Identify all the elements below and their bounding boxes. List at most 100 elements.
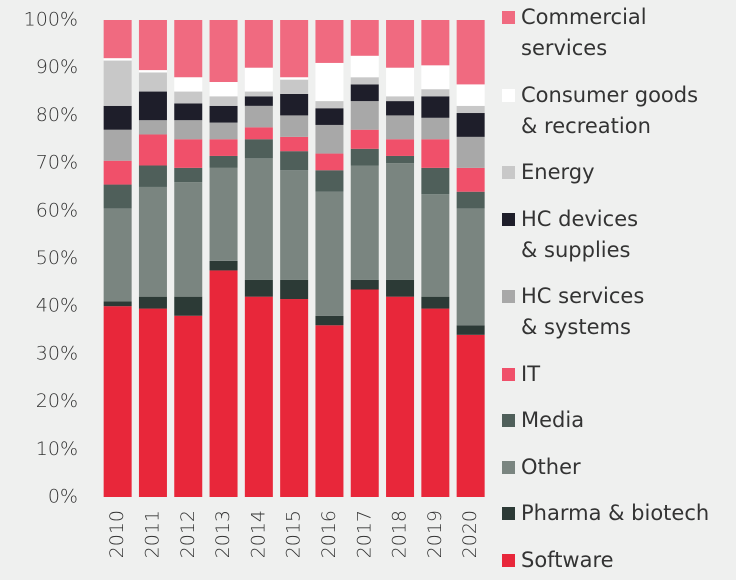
bar-segment [280, 93, 309, 116]
bar-segment [138, 186, 167, 297]
bar-segment [174, 182, 203, 297]
bar-segment [209, 96, 238, 106]
bar-segment [244, 127, 273, 140]
bar-segment [386, 67, 415, 97]
y-tick-label: 40% [36, 295, 78, 317]
bar-segment [103, 58, 132, 61]
bar-segment [315, 153, 344, 171]
legend-swatch [502, 212, 515, 226]
legend-swatch [502, 414, 515, 428]
bar-segment [315, 191, 344, 316]
x-tick-label: 2019 [424, 510, 446, 558]
bar-segment [280, 136, 309, 152]
bar-segment [209, 155, 238, 168]
legend-item: Pharma & biotech [502, 498, 734, 529]
x-tick-label: 2016 [318, 510, 340, 558]
bar-segment [244, 139, 273, 159]
bar-segment [421, 117, 450, 140]
bar-segment [209, 270, 238, 497]
bar-segment [315, 108, 344, 125]
bar-segment [244, 91, 273, 97]
bar-segment [456, 208, 485, 326]
bar-segment [421, 167, 450, 195]
x-tick-label: 2020 [459, 510, 481, 558]
legend-label: Media [521, 408, 585, 433]
bar-segment [456, 167, 485, 192]
y-tick-label: 10% [36, 438, 78, 460]
bar-segment [174, 103, 203, 121]
y-tick-label: 80% [36, 104, 78, 126]
bar-segment [244, 279, 273, 297]
bar-segment [209, 122, 238, 140]
bar-segment [103, 160, 132, 185]
legend-swatch [502, 166, 515, 180]
bar-segment [280, 151, 309, 171]
bar-segment [174, 315, 203, 497]
bar-segment [138, 72, 167, 92]
bar-segment [421, 20, 450, 66]
legend-label: Software [521, 547, 614, 572]
y-tick-label: 90% [36, 56, 78, 78]
bar-segment [138, 296, 167, 309]
bar-segment [386, 163, 415, 280]
bar-segment [174, 139, 203, 168]
bar-segment [138, 70, 167, 73]
bar-segment [103, 184, 132, 209]
y-tick-label: 60% [36, 199, 78, 221]
legend-item: IT [502, 359, 734, 390]
bar-segment [456, 105, 485, 114]
bar-segment [421, 139, 450, 168]
legend-swatch [502, 553, 515, 567]
bar-segment [280, 115, 309, 137]
y-tick-label: 70% [36, 152, 78, 174]
bar-segment [386, 101, 415, 116]
legend-item: HC services & systems [502, 281, 734, 343]
bar-segment [350, 129, 379, 149]
chart: 0% 10% 20% 30% 40% 50% 60% 70% 80% 90% 100% 2010 201… [24, 9, 485, 558]
bar-segment [456, 334, 485, 497]
bar-segment [350, 279, 379, 290]
bar-segment [174, 120, 203, 140]
bar-segment [456, 84, 485, 106]
legend-item: Software [502, 545, 734, 576]
bar-segment [456, 113, 485, 137]
bar-segment [138, 165, 167, 187]
bar-segment [386, 20, 415, 68]
bar-segment [103, 306, 132, 497]
bar-segment [421, 65, 450, 90]
legend-item: Other [502, 452, 734, 483]
legend-swatch [502, 507, 515, 521]
bar-segment [456, 325, 485, 335]
bar-segment [386, 155, 415, 164]
bar-segment [421, 308, 450, 497]
bar-segment [350, 165, 379, 280]
bar-segment [138, 308, 167, 497]
x-tick-label: 2011 [141, 510, 163, 558]
bar-segment [280, 79, 309, 94]
legend-label: HC devices & supplies [521, 206, 639, 262]
bar-segment [421, 194, 450, 297]
bar-segment [350, 101, 379, 130]
x-tick-label: 2017 [353, 510, 375, 558]
bar-segment [103, 20, 132, 59]
bar-segment [174, 296, 203, 316]
bar-segment [209, 20, 238, 83]
legend-label: Energy [521, 160, 595, 185]
bar-segment [244, 296, 273, 497]
legend-item: Energy [502, 157, 734, 188]
legend-label: HC services & systems [521, 284, 645, 340]
y-tick-label: 20% [36, 390, 78, 412]
y-tick-label: 100% [24, 9, 78, 31]
legend-label: Commercial services [521, 5, 647, 60]
bar-segment [315, 20, 344, 63]
bar-segment [386, 139, 415, 156]
bar-segment [386, 115, 415, 140]
bar-segment [244, 96, 273, 106]
bar-segment [103, 60, 132, 106]
x-tick-label: 2018 [389, 510, 411, 558]
bar-segment [138, 120, 167, 135]
bar-segment [280, 20, 309, 78]
bar-segment [350, 289, 379, 497]
legend-item: HC devices & supplies [502, 204, 734, 266]
